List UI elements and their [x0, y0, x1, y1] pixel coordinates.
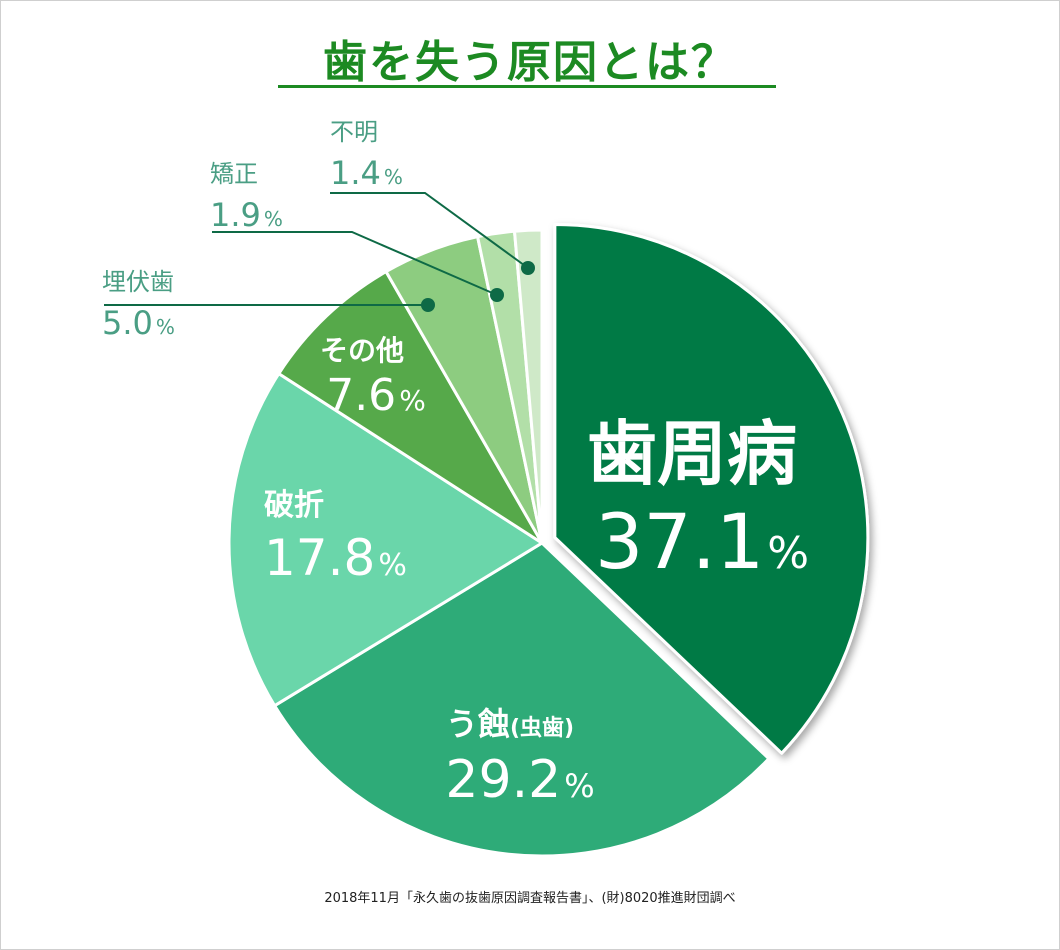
slice-sublabel: (虫歯) — [510, 715, 574, 741]
svg-text:1.4%: 1.4% — [330, 154, 403, 192]
slice-name: う蝕 — [446, 705, 510, 743]
slice-unit: % — [156, 315, 175, 339]
svg-text:破折: 破折 — [264, 488, 324, 523]
slice-unit: % — [384, 165, 403, 189]
slice-value: 7.6 — [326, 370, 396, 421]
slice-name: 破折 — [264, 488, 324, 523]
source-note: 2018年11月「永久歯の抜歯原因調査報告書」、(財)8020推進財団調べ — [324, 891, 736, 906]
leader-line-5 — [212, 231, 498, 296]
svg-text:う蝕(虫歯): う蝕(虫歯) — [446, 705, 574, 743]
slice-unit: % — [564, 767, 594, 805]
slice-label-2: 破折 17.8% — [264, 488, 407, 587]
svg-text:その他: その他 — [320, 334, 404, 367]
pie-slice-1 — [273, 541, 771, 858]
slice-name: 埋伏歯 — [102, 268, 174, 296]
pie-slice-0 — [553, 222, 870, 755]
leader-dot-4 — [421, 298, 435, 312]
slice-value: 37.1 — [595, 497, 764, 586]
title-underline — [278, 85, 776, 88]
pie-slice-3 — [277, 270, 544, 545]
slice-name: 不明 — [330, 118, 378, 146]
slice-name: その他 — [320, 334, 404, 367]
slice-label-6: 不明 1.4% — [330, 118, 403, 192]
slice-value: 17.8 — [264, 529, 375, 587]
slice-unit: % — [264, 207, 283, 231]
leader-line-6 — [330, 192, 529, 269]
slice-value: 5.0 — [102, 304, 153, 342]
slice-value: 29.2 — [445, 750, 561, 810]
svg-text:歯周病: 歯周病 — [587, 413, 797, 495]
chart-title: 歯を失う原因とは？ — [323, 37, 737, 88]
slice-name: 矯正 — [210, 160, 258, 188]
pie-slice-2 — [227, 372, 544, 708]
slice-label-1: う蝕(虫歯) 29.2% — [445, 705, 594, 810]
svg-text:矯正: 矯正 — [210, 160, 258, 188]
slice-value: 1.4 — [330, 154, 381, 192]
slice-value: 1.9 — [210, 196, 261, 234]
leader-dot-5 — [490, 288, 504, 302]
slice-name: 歯周病 — [587, 413, 797, 495]
svg-text:5.0%: 5.0% — [102, 304, 175, 342]
svg-text:1.9%: 1.9% — [210, 196, 283, 234]
slice-unit: % — [378, 548, 407, 583]
svg-text:不明: 不明 — [330, 118, 378, 146]
svg-text:17.8%: 17.8% — [264, 529, 407, 587]
slice-unit: % — [399, 384, 426, 417]
pie-slice-6 — [513, 228, 544, 545]
svg-text:29.2%: 29.2% — [445, 750, 594, 810]
slice-label-5: 矯正 1.9% — [210, 160, 283, 234]
svg-text:7.6%: 7.6% — [326, 370, 426, 421]
slice-unit: % — [767, 528, 809, 579]
leader-dot-6 — [521, 261, 535, 275]
svg-text:埋伏歯: 埋伏歯 — [102, 268, 174, 296]
svg-text:37.1%: 37.1% — [595, 497, 809, 586]
slice-label-4: 埋伏歯 5.0% — [102, 268, 175, 342]
